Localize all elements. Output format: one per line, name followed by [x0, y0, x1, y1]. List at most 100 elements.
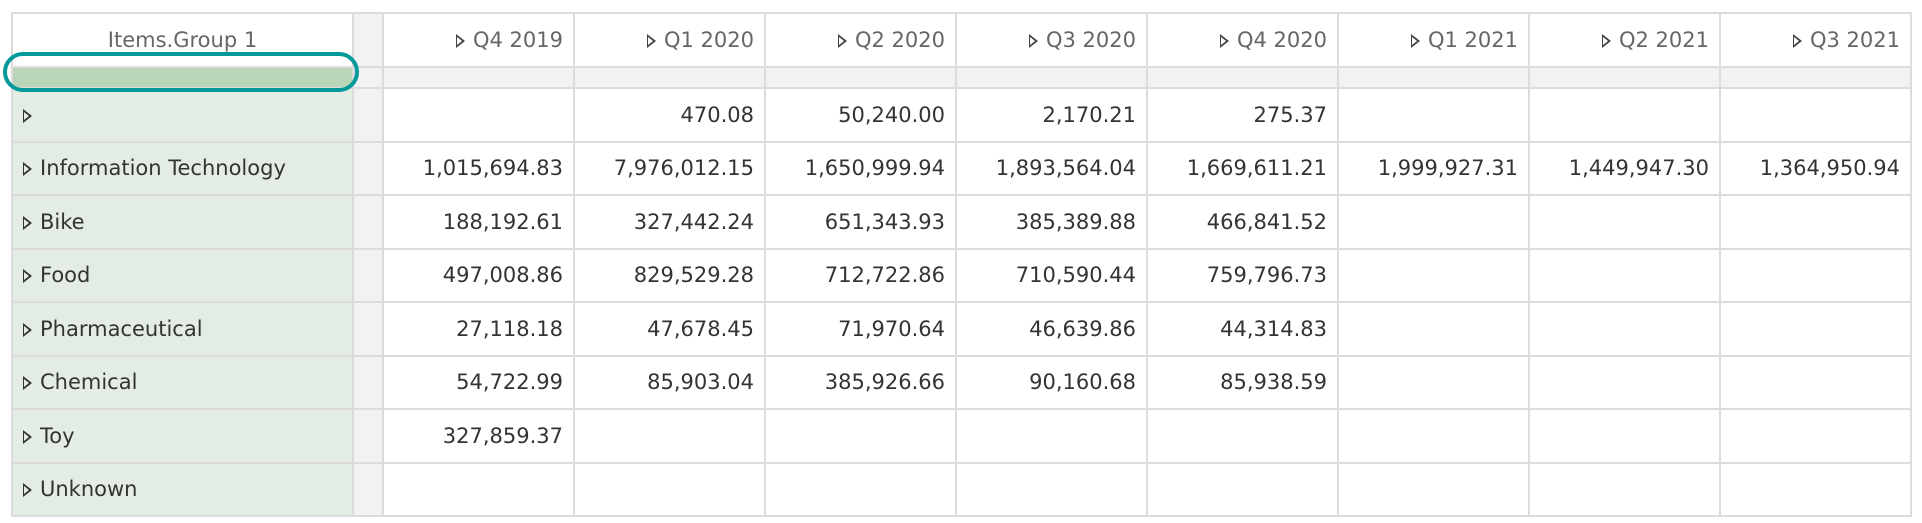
column-header-q4-2020[interactable]: Q4 2020 [1146, 12, 1339, 68]
row-header[interactable]: Chemical [11, 354, 354, 410]
column-header-q3-2020[interactable]: Q3 2020 [955, 12, 1148, 68]
value-cell[interactable] [1528, 194, 1721, 250]
value-cell[interactable] [382, 87, 575, 143]
value-cell[interactable] [1719, 461, 1912, 517]
value-cell[interactable] [764, 408, 957, 464]
value-cell[interactable] [1528, 301, 1721, 357]
value-cell[interactable] [1528, 461, 1721, 517]
value-cell[interactable] [1146, 461, 1339, 517]
value-cell[interactable] [1146, 408, 1339, 464]
value-cell[interactable]: 46,639.86 [955, 301, 1148, 357]
column-header-q1-2020[interactable]: Q1 2020 [573, 12, 766, 68]
expand-icon[interactable] [23, 376, 32, 391]
row-field-header[interactable]: Items.Group 1 [11, 12, 354, 68]
value-cell[interactable]: 7,976,012.15 [573, 140, 766, 196]
value-cell[interactable]: 712,722.86 [764, 247, 957, 303]
column-header-q1-2021[interactable]: Q1 2021 [1337, 12, 1530, 68]
value-cell[interactable]: 1,999,927.31 [1337, 140, 1530, 196]
row-header[interactable]: Unknown [11, 461, 354, 517]
value-cell[interactable] [1337, 194, 1530, 250]
expand-icon[interactable] [1410, 34, 1420, 48]
value-cell[interactable]: 466,841.52 [1146, 194, 1339, 250]
value-cell[interactable]: 44,314.83 [1146, 301, 1339, 357]
value-cell[interactable] [1337, 408, 1530, 464]
value-cell[interactable]: 275.37 [1146, 87, 1339, 143]
value-cell[interactable]: 90,160.68 [955, 354, 1148, 410]
expand-icon[interactable] [23, 429, 32, 444]
column-header-q2-2020[interactable]: Q2 2020 [764, 12, 957, 68]
expand-icon[interactable] [23, 483, 32, 498]
value-cell[interactable]: 85,903.04 [573, 354, 766, 410]
value-cell[interactable] [1337, 247, 1530, 303]
row-header[interactable]: Information Technology [11, 140, 354, 196]
value-cell[interactable]: 1,669,611.21 [1146, 140, 1339, 196]
value-cell[interactable]: 327,442.24 [573, 194, 766, 250]
value-cell[interactable] [1337, 354, 1530, 410]
value-cell[interactable] [955, 408, 1148, 464]
value-cell[interactable] [1528, 408, 1721, 464]
value-cell[interactable] [1337, 301, 1530, 357]
column-header-q3-2021[interactable]: Q3 2021 [1719, 12, 1912, 68]
value-cell[interactable] [1719, 194, 1912, 250]
value-cell[interactable] [382, 461, 575, 517]
value-cell[interactable]: 2,170.21 [955, 87, 1148, 143]
row-header[interactable] [11, 87, 354, 143]
value-cell[interactable]: 85,938.59 [1146, 354, 1339, 410]
value-cell[interactable] [1337, 461, 1530, 517]
expand-icon[interactable] [23, 162, 32, 177]
expand-icon[interactable] [455, 34, 465, 48]
value-cell[interactable]: 1,893,564.04 [955, 140, 1148, 196]
value-cell[interactable] [1719, 247, 1912, 303]
value-cell[interactable] [1528, 354, 1721, 410]
expand-icon[interactable] [1028, 34, 1038, 48]
column-header-q4-2019[interactable]: Q4 2019 [382, 12, 575, 68]
value-cell[interactable]: 385,926.66 [764, 354, 957, 410]
expand-icon[interactable] [1792, 34, 1802, 48]
value-cell[interactable] [1719, 87, 1912, 143]
row-header[interactable]: Bike [11, 194, 354, 250]
value-cell[interactable]: 651,343.93 [764, 194, 957, 250]
value-cell[interactable]: 47,678.45 [573, 301, 766, 357]
expand-icon[interactable] [1219, 34, 1229, 48]
value-cell[interactable]: 385,389.88 [955, 194, 1148, 250]
value-cell[interactable] [1719, 354, 1912, 410]
value-cell[interactable] [573, 408, 766, 464]
value-cell[interactable]: 50,240.00 [764, 87, 957, 143]
pivot-grid: Items.Group 1 Q4 2019 Q1 2020 Q2 2020 Q3 20… [11, 12, 1912, 517]
value-cell[interactable]: 54,722.99 [382, 354, 575, 410]
selected-empty-cell[interactable] [11, 66, 354, 89]
value-cell[interactable]: 759,796.73 [1146, 247, 1339, 303]
value-cell[interactable]: 188,192.61 [382, 194, 575, 250]
value-cell[interactable]: 470.08 [573, 87, 766, 143]
value-cell[interactable]: 327,859.37 [382, 408, 575, 464]
row-spacer [352, 408, 384, 464]
expand-icon[interactable] [23, 322, 32, 337]
expand-icon[interactable] [23, 269, 32, 284]
row-header[interactable]: Food [11, 247, 354, 303]
row-header[interactable]: Toy [11, 408, 354, 464]
value-cell[interactable] [573, 461, 766, 517]
value-cell[interactable] [1337, 87, 1530, 143]
expand-icon[interactable] [1601, 34, 1611, 48]
value-cell[interactable]: 497,008.86 [382, 247, 575, 303]
expand-icon[interactable] [23, 215, 32, 230]
value-cell[interactable]: 710,590.44 [955, 247, 1148, 303]
value-cell[interactable]: 1,015,694.83 [382, 140, 575, 196]
value-cell[interactable] [1719, 408, 1912, 464]
column-header-q2-2021[interactable]: Q2 2021 [1528, 12, 1721, 68]
expand-icon[interactable] [837, 34, 847, 48]
value-cell[interactable] [955, 461, 1148, 517]
value-cell[interactable] [1719, 301, 1912, 357]
value-cell[interactable]: 27,118.18 [382, 301, 575, 357]
value-cell[interactable]: 1,449,947.30 [1528, 140, 1721, 196]
value-cell[interactable] [1528, 87, 1721, 143]
expand-icon[interactable] [23, 108, 32, 123]
value-cell[interactable]: 829,529.28 [573, 247, 766, 303]
value-cell[interactable] [764, 461, 957, 517]
value-cell[interactable] [1528, 247, 1721, 303]
value-cell[interactable]: 1,650,999.94 [764, 140, 957, 196]
expand-icon[interactable] [646, 34, 656, 48]
value-cell[interactable]: 1,364,950.94 [1719, 140, 1912, 196]
value-cell[interactable]: 71,970.64 [764, 301, 957, 357]
row-header[interactable]: Pharmaceutical [11, 301, 354, 357]
